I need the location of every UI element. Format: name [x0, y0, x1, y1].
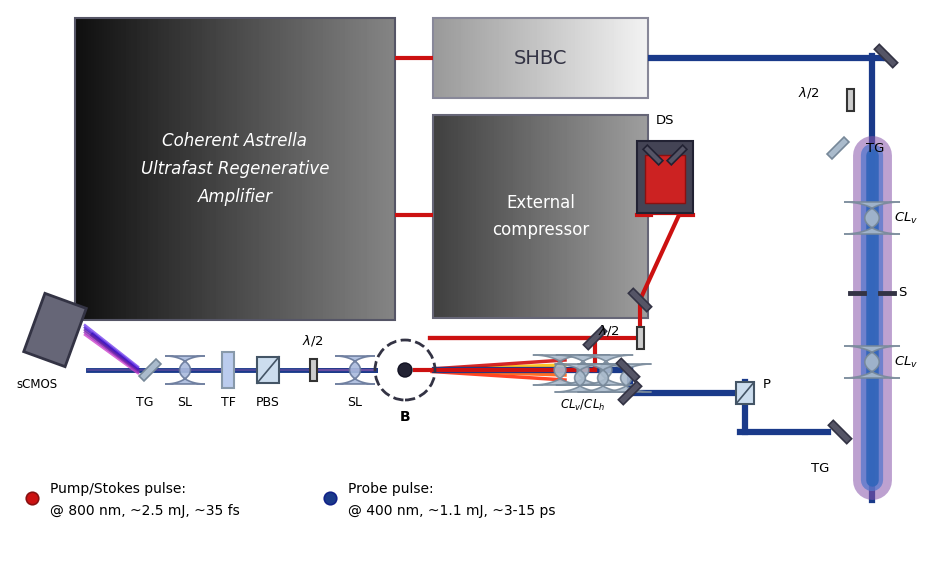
- Text: sCMOS: sCMOS: [16, 378, 58, 391]
- Polygon shape: [335, 356, 374, 384]
- Text: $CL_v/CL_h$: $CL_v/CL_h$: [560, 398, 606, 413]
- Polygon shape: [578, 364, 628, 392]
- Text: Pump/Stokes pulse:: Pump/Stokes pulse:: [50, 482, 186, 496]
- Polygon shape: [533, 355, 587, 385]
- Polygon shape: [583, 327, 607, 349]
- Text: SL: SL: [178, 396, 193, 409]
- Bar: [310, 359, 316, 381]
- Polygon shape: [24, 294, 86, 367]
- Text: TF: TF: [220, 396, 236, 409]
- Polygon shape: [617, 359, 639, 382]
- Text: $\lambda/2$: $\lambda/2$: [598, 323, 619, 337]
- Bar: [257, 357, 279, 383]
- Polygon shape: [667, 145, 687, 165]
- Text: P: P: [763, 378, 771, 392]
- Polygon shape: [556, 355, 610, 385]
- Polygon shape: [844, 202, 900, 234]
- Polygon shape: [165, 356, 204, 384]
- Text: Probe pulse:: Probe pulse:: [348, 482, 433, 496]
- Text: External
compressor: External compressor: [492, 194, 589, 239]
- Bar: [433, 18, 648, 98]
- Polygon shape: [600, 364, 652, 392]
- Text: S: S: [898, 287, 906, 299]
- Polygon shape: [628, 288, 652, 312]
- Polygon shape: [618, 381, 641, 405]
- Text: $\lambda/2$: $\lambda/2$: [302, 333, 324, 348]
- Text: TG: TG: [810, 462, 829, 475]
- Text: @ 400 nm, ~1.1 mJ, ~3-15 ps: @ 400 nm, ~1.1 mJ, ~3-15 ps: [348, 504, 556, 518]
- Bar: [75, 18, 395, 320]
- Text: TG: TG: [866, 141, 884, 154]
- Text: SL: SL: [348, 396, 363, 409]
- Text: @ 800 nm, ~2.5 mJ, ~35 fs: @ 800 nm, ~2.5 mJ, ~35 fs: [50, 504, 239, 518]
- Bar: [736, 382, 754, 404]
- Bar: [636, 327, 643, 349]
- Bar: [637, 141, 693, 213]
- Polygon shape: [827, 137, 849, 159]
- Text: SHBC: SHBC: [514, 48, 567, 67]
- Circle shape: [398, 363, 412, 377]
- Polygon shape: [555, 364, 605, 392]
- Bar: [846, 89, 853, 111]
- Text: DS: DS: [656, 114, 674, 127]
- Bar: [222, 352, 234, 388]
- Text: $CL_v$: $CL_v$: [894, 210, 919, 226]
- Text: TG: TG: [136, 396, 154, 409]
- Polygon shape: [874, 44, 898, 68]
- Polygon shape: [139, 359, 161, 381]
- Text: $CL_v$: $CL_v$: [894, 355, 919, 369]
- Polygon shape: [579, 355, 633, 385]
- Text: Coherent Astrella
Ultrafast Regenerative
Amplifier: Coherent Astrella Ultrafast Regenerative…: [141, 132, 330, 206]
- Bar: [433, 115, 648, 318]
- Text: $\lambda/2$: $\lambda/2$: [798, 84, 820, 100]
- Text: B: B: [400, 410, 410, 424]
- Polygon shape: [844, 346, 900, 378]
- Bar: [645, 155, 685, 203]
- Text: PBS: PBS: [256, 396, 280, 409]
- Polygon shape: [643, 145, 663, 165]
- Polygon shape: [828, 420, 851, 443]
